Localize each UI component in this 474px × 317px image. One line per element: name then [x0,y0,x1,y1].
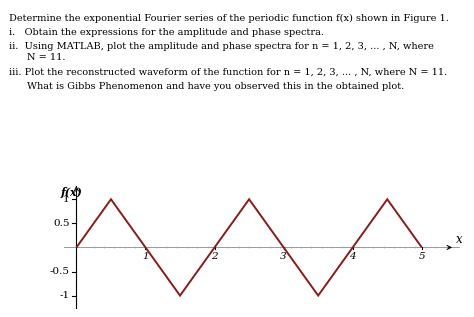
Text: -0.5: -0.5 [49,267,70,276]
Text: i.   Obtain the expressions for the amplitude and phase spectra.: i. Obtain the expressions for the amplit… [9,28,324,37]
Text: 4: 4 [349,252,356,261]
Text: 5: 5 [419,252,425,261]
Text: iii. Plot the reconstructed waveform of the function for n = 1, 2, 3, ... , N, w: iii. Plot the reconstructed waveform of … [9,68,447,77]
Text: x: x [456,233,463,246]
Text: 2: 2 [211,252,218,261]
Text: N = 11.: N = 11. [27,53,66,62]
Text: 0.5: 0.5 [53,219,70,228]
Text: Determine the exponential Fourier series of the periodic function f(x) shown in : Determine the exponential Fourier series… [9,13,448,23]
Text: 1: 1 [63,195,70,204]
Text: 1: 1 [142,252,149,261]
Text: What is Gibbs Phenomenon and have you observed this in the obtained plot.: What is Gibbs Phenomenon and have you ob… [27,82,405,91]
Text: f(x): f(x) [61,187,82,198]
Text: -1: -1 [59,291,70,300]
Text: 3: 3 [280,252,287,261]
Text: ii.  Using MATLAB, plot the amplitude and phase spectra for n = 1, 2, 3, ... , N: ii. Using MATLAB, plot the amplitude and… [9,42,433,51]
